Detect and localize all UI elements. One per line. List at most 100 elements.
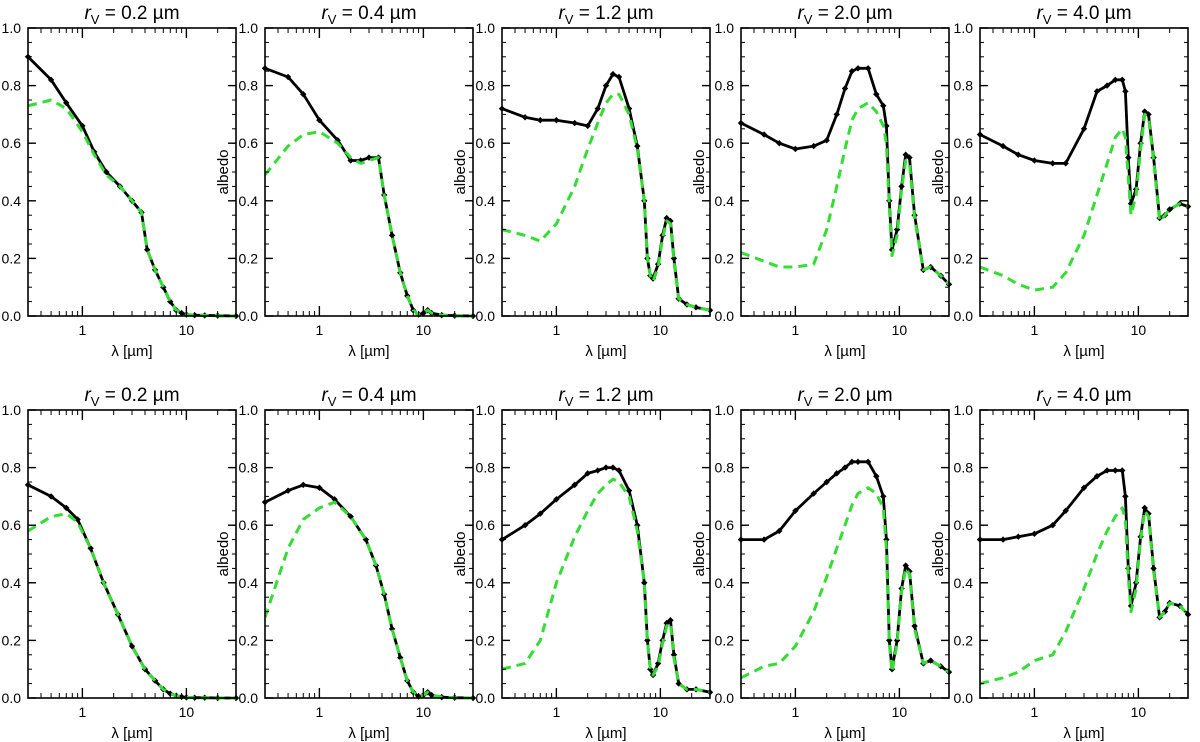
y-tick-label: 0.4	[954, 193, 974, 209]
data-point-marker	[1015, 533, 1022, 540]
x-axis-label: λ [µm]	[824, 725, 865, 742]
y-tick-label: 0.2	[476, 250, 496, 266]
panel-title: rV = 0.2 µm	[84, 3, 179, 27]
panel-title: rV = 0.4 µm	[321, 385, 416, 409]
series-solid-line	[28, 483, 236, 700]
data-point-marker	[1161, 608, 1169, 615]
y-tick-label: 0.6	[2, 517, 22, 533]
series-dashed-line	[741, 486, 949, 680]
y-tick-label: 0.6	[239, 517, 259, 533]
y-tick-label: 1.0	[239, 20, 259, 36]
data-point-marker	[898, 183, 905, 190]
y-tick-label: 0.8	[715, 78, 735, 94]
x-tick-label: 1	[1030, 322, 1038, 338]
data-point-marker	[873, 473, 880, 480]
data-point-marker	[886, 637, 893, 644]
data-point-marker	[316, 116, 323, 124]
y-tick-label: 1.0	[954, 20, 974, 36]
panel-title: rV = 2.0 µm	[797, 385, 892, 409]
data-point-marker	[1125, 154, 1132, 161]
panel-2-1: 0.0 0.2 0.4 0.6 0.8 1.0 1 10 λ [µm] albedo rV = 0.…	[2, 385, 240, 742]
x-tick-label: 1	[791, 704, 799, 720]
data-point-marker	[880, 102, 887, 109]
data-point-marker	[103, 168, 110, 176]
y-tick-label: 0.6	[2, 135, 22, 151]
x-axis-label: λ [µm]	[111, 725, 152, 742]
data-point-marker	[571, 481, 578, 489]
data-point-marker	[331, 496, 338, 503]
x-tick-label: 10	[416, 704, 432, 720]
x-tick-label: 10	[179, 704, 195, 720]
y-tick-label: 0.8	[954, 460, 974, 476]
data-point-marker	[810, 142, 817, 150]
data-point-marker	[1112, 76, 1119, 84]
y-tick-label: 0.0	[2, 308, 22, 324]
data-point-marker	[1103, 467, 1111, 474]
panel-title: rV = 1.2 µm	[558, 3, 653, 27]
panel-title: rV = 0.4 µm	[321, 3, 416, 27]
data-point-marker	[647, 666, 654, 673]
panel-title: rV = 4.0 µm	[1036, 385, 1131, 409]
data-point-marker	[893, 637, 901, 644]
y-axis-label: albedo	[215, 149, 232, 194]
x-axis-label: λ [µm]	[348, 725, 389, 742]
data-point-marker	[74, 516, 81, 523]
x-axis-label: λ [µm]	[1063, 725, 1104, 742]
plot-frame	[501, 27, 711, 317]
y-tick-label: 1.0	[2, 402, 22, 418]
data-point-marker	[906, 154, 913, 161]
y-axis-label: albedo	[452, 149, 469, 194]
data-point-marker	[833, 111, 840, 118]
panel-2-4: 0.0 0.2 0.4 0.6 0.8 1.0 1 10 λ [µm] albedo rV = 2.…	[691, 385, 953, 742]
series-dashed-line	[502, 92, 710, 312]
data-point-marker	[833, 470, 840, 477]
data-point-marker	[776, 140, 783, 147]
data-point-marker	[792, 507, 799, 514]
series-dashed-line	[265, 130, 473, 318]
series-dashed-line	[28, 512, 236, 700]
y-tick-label: 0.4	[715, 193, 735, 209]
data-point-marker	[883, 122, 890, 130]
x-tick-label: 1	[552, 322, 560, 338]
panel-2-2: 0.0 0.2 0.4 0.6 0.8 1.0 1 10 λ [µm] albedo rV = 0.…	[215, 385, 477, 742]
data-point-marker	[1093, 88, 1101, 95]
data-point-marker	[823, 478, 830, 486]
y-tick-label: 0.8	[476, 460, 496, 476]
data-point-marker	[537, 116, 544, 124]
series-solid-line	[265, 66, 473, 318]
data-point-marker	[1103, 82, 1111, 89]
data-point-marker	[1145, 111, 1152, 118]
data-point-marker	[927, 657, 934, 664]
series-solid-line	[265, 483, 473, 700]
series-solid-line	[741, 460, 949, 674]
x-axis-label: λ [µm]	[1063, 343, 1104, 360]
data-point-marker	[634, 142, 641, 150]
data-point-marker	[128, 642, 136, 650]
data-point-marker	[428, 691, 435, 699]
y-tick-label: 0.8	[715, 460, 735, 476]
y-tick-label: 0.2	[715, 632, 735, 648]
x-tick-label: 1	[78, 704, 86, 720]
data-point-marker	[1049, 522, 1056, 529]
y-tick-label: 0.4	[2, 575, 22, 591]
data-point-marker	[873, 91, 880, 98]
data-point-marker	[553, 116, 560, 124]
data-point-marker	[1127, 200, 1135, 207]
data-point-marker	[654, 660, 662, 667]
y-tick-label: 1.0	[715, 402, 735, 418]
y-tick-label: 0.4	[2, 193, 22, 209]
plot-frame	[979, 409, 1189, 699]
y-tick-label: 0.0	[715, 690, 735, 706]
data-point-marker	[1031, 157, 1038, 164]
y-tick-label: 0.6	[954, 135, 974, 151]
data-point-marker	[1119, 76, 1126, 84]
y-tick-label: 0.4	[476, 193, 496, 209]
x-tick-label: 10	[653, 322, 669, 338]
y-tick-label: 0.4	[239, 575, 259, 591]
panel-title: rV = 0.2 µm	[84, 385, 179, 409]
panel-title: rV = 2.0 µm	[797, 3, 892, 27]
data-point-marker	[883, 536, 890, 543]
x-tick-label: 1	[78, 322, 86, 338]
series-solid-line	[502, 72, 710, 312]
